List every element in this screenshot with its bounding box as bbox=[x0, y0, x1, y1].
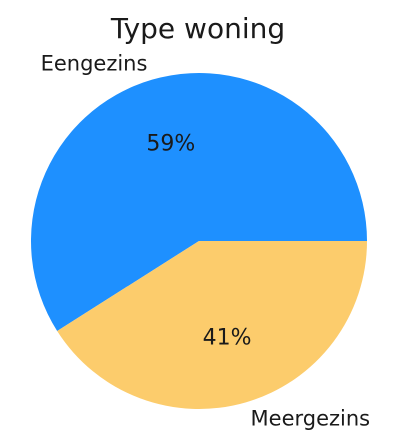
pie-pct-label: 41% bbox=[203, 325, 252, 350]
pie-slice-eengezins bbox=[30, 73, 368, 332]
pie-labels: 59% Eengezins 41% Meergezins bbox=[41, 52, 371, 431]
pie-category-label: Eengezins bbox=[41, 52, 148, 76]
pie-pct-label: 59% bbox=[146, 132, 195, 157]
pie-slices bbox=[30, 73, 368, 409]
pie-slice-meergezins bbox=[57, 241, 368, 409]
chart-title: Type woning bbox=[110, 12, 285, 45]
pie-category-label: Meergezins bbox=[251, 406, 371, 430]
